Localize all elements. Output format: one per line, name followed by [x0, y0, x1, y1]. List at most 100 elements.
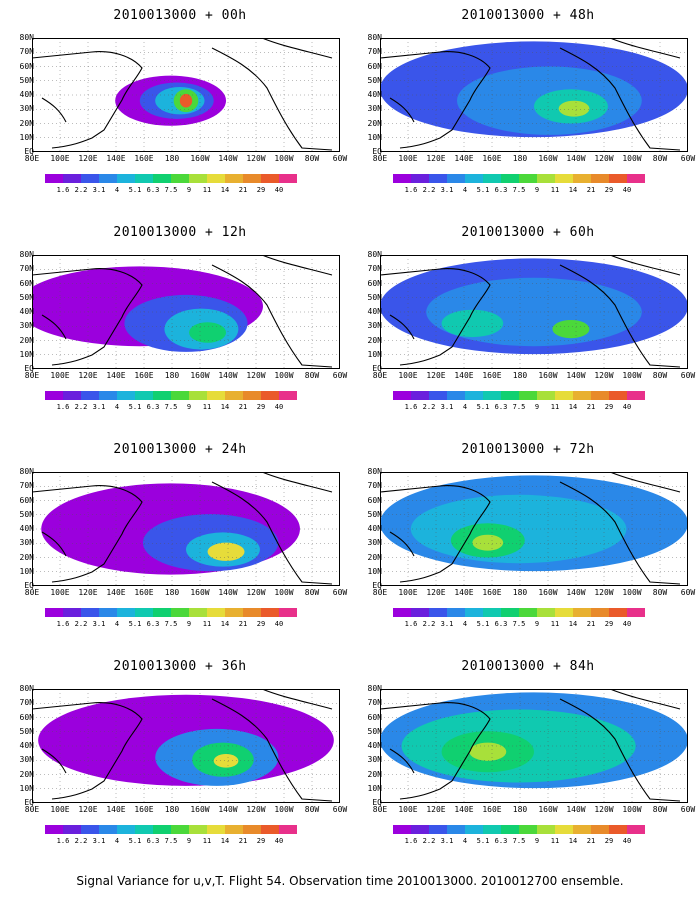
variance-contour: [179, 93, 193, 108]
lat-tick-label: 20N: [19, 769, 34, 779]
colorbar-label: 7.5: [512, 620, 526, 628]
panel-title: 2010013000 + 72h: [461, 442, 595, 457]
colorbar-label: 5.1: [128, 620, 142, 628]
lon-tick-label: 120E: [426, 154, 446, 163]
colorbar-label: 6.3: [494, 186, 508, 194]
colorbar-swatch: [465, 174, 483, 183]
lat-tick-label: 80N: [367, 684, 382, 693]
colorbar-swatch: [261, 174, 279, 183]
lon-tick-label: 160E: [482, 371, 502, 380]
lat-tick-label: 30N: [367, 104, 382, 114]
colorbar-swatch: [171, 825, 189, 834]
map-frame: [380, 255, 688, 369]
colorbar-label: 7.5: [164, 620, 178, 628]
colorbar-swatch: [279, 174, 297, 183]
colorbar-label: 1.6: [404, 620, 418, 628]
lon-tick-label: 160W: [190, 371, 210, 380]
variance-contour: [207, 542, 245, 561]
lon-tick-label: 160W: [190, 588, 210, 597]
lat-tick-label: 80N: [19, 467, 34, 476]
lat-tick-label: 80N: [19, 684, 34, 693]
colorbar-label: 3.1: [92, 403, 106, 411]
colorbar-swatch: [45, 825, 63, 834]
colorbar-swatch: [555, 174, 573, 183]
lon-tick-label: 100W: [274, 588, 294, 597]
lon-tick-label: 140W: [566, 588, 586, 597]
colorbar-swatch: [153, 174, 171, 183]
colorbar-label: 21: [586, 620, 596, 628]
colorbar-swatch: [63, 608, 81, 617]
coastline: [380, 255, 681, 368]
lat-tick-label: EQ: [372, 364, 382, 373]
colorbar-label: 9: [534, 620, 540, 628]
lat-tick-label: 80N: [367, 250, 382, 259]
colorbar-swatch: [279, 608, 297, 617]
colorbar-label: 2.2: [422, 620, 436, 628]
colorbar-swatch: [261, 825, 279, 834]
colorbar-label: 4: [462, 837, 468, 845]
lon-tick-label: 80W: [652, 588, 668, 597]
colorbar-label: 3.1: [440, 403, 454, 411]
lon-tick-label: 80W: [652, 371, 668, 380]
colorbar-swatch: [279, 391, 297, 400]
colorbar-swatch: [591, 174, 609, 183]
colorbar-swatch: [225, 608, 243, 617]
colorbar-swatch: [135, 608, 153, 617]
lat-tick-label: 40N: [19, 741, 34, 750]
colorbar-label: 1.6: [404, 403, 418, 411]
lon-tick-label: 80W: [304, 371, 320, 380]
lat-tick-label: 20N: [19, 118, 34, 128]
lat-tick-label: 20N: [367, 552, 382, 562]
lon-tick-label: 120E: [426, 371, 446, 380]
variance-contour: [213, 753, 239, 768]
colorbar-swatch: [153, 608, 171, 617]
variance-contour: [472, 534, 504, 551]
lon-tick-label: 120W: [246, 154, 266, 163]
colorbar-swatch: [519, 825, 537, 834]
colorbar-label: 21: [586, 186, 596, 194]
colorbar-label: 9: [186, 837, 192, 845]
lat-tick-label: 30N: [367, 538, 382, 548]
lon-tick-label: 100W: [622, 805, 642, 814]
lon-tick-label: 120E: [426, 588, 446, 597]
lat-tick-label: 70N: [19, 47, 34, 57]
lon-tick-label: 140E: [106, 588, 126, 597]
map-panel: 2010013000 + 00h 80N 70N 60N 50N 40N 30N 20N 10N…: [10, 8, 350, 218]
lat-tick-label: 50N: [19, 726, 34, 736]
map-panel: 2010013000 + 84h 80N 70N 60N 50N 40N 30N 20N 10N…: [358, 659, 698, 869]
colorbar-swatch: [609, 825, 627, 834]
colorbar-swatch: [447, 608, 465, 617]
colorbar-swatch: [135, 174, 153, 183]
colorbar-swatch: [411, 174, 429, 183]
lat-tick-label: EQ: [24, 364, 34, 373]
colorbar-swatch: [465, 608, 483, 617]
colorbar-label: 5.1: [476, 403, 490, 411]
colorbar-label: 14: [220, 620, 230, 628]
lon-tick-label: 160E: [134, 805, 154, 814]
colorbar-label: 7.5: [164, 837, 178, 845]
map-plot: [32, 255, 340, 369]
colorbar-swatch: [573, 174, 591, 183]
coastline: [32, 689, 333, 802]
variance-contour: [441, 309, 504, 338]
lon-tick-label: 80W: [652, 154, 668, 163]
colorbar-swatch: [573, 825, 591, 834]
colorbar-swatch: [627, 174, 645, 183]
colorbar-swatch: [519, 608, 537, 617]
variance-contour: [558, 100, 590, 117]
colorbar-label: 29: [604, 620, 614, 628]
colorbar-swatch: [81, 391, 99, 400]
colorbar-swatch: [393, 608, 411, 617]
lon-tick-label: 140E: [454, 154, 474, 163]
lat-tick-label: 30N: [19, 538, 34, 548]
colorbar-swatch: [519, 174, 537, 183]
lon-tick-label: 180: [512, 371, 528, 380]
lon-tick-label: 160W: [538, 805, 558, 814]
lon-tick-label: 120E: [78, 588, 98, 597]
panel-title: 2010013000 + 24h: [113, 442, 247, 457]
colorbar-swatch: [243, 391, 261, 400]
colorbar-label: 14: [568, 403, 578, 411]
lon-tick-label: 120W: [594, 371, 614, 380]
colorbar-label: 11: [550, 403, 560, 411]
colorbar-swatch: [225, 391, 243, 400]
